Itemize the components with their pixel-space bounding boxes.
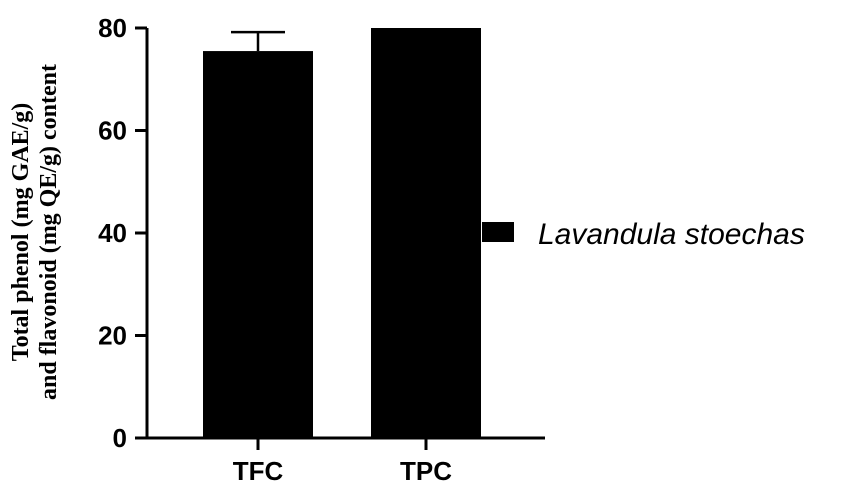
y-tick-label-40: 40: [98, 218, 127, 248]
y-tick-label-80: 80: [98, 13, 127, 43]
x-tick-label-tpc: TPC: [400, 456, 452, 486]
y-tick-label-60: 60: [98, 116, 127, 146]
plot-area: [203, 28, 481, 438]
y-tick-label-20: 20: [98, 321, 127, 351]
legend-swatch: [482, 222, 514, 242]
bar-tpc: [371, 28, 481, 438]
legend-label: Lavandula stoechas: [538, 218, 805, 251]
y-axis-label-line2: and flavonoid (mg QE/g) content: [36, 64, 62, 400]
y-tick-label-0: 0: [113, 423, 127, 453]
y-axis-label-line1: Total phenol (mg GAE/g): [8, 103, 34, 361]
x-tick-label-tfc: TFC: [233, 456, 284, 486]
bar-tfc: [203, 51, 313, 438]
